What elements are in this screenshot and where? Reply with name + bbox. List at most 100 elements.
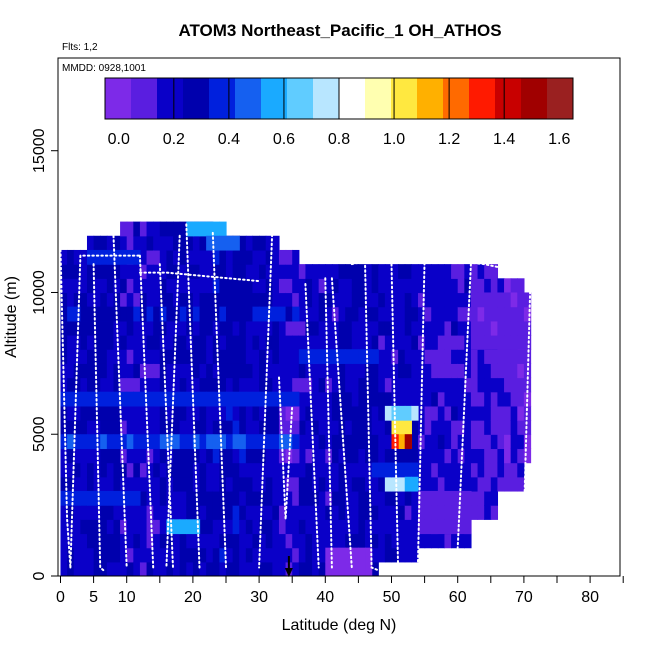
flight-track <box>69 254 141 569</box>
heatmap-cell <box>265 335 273 350</box>
heatmap-cell <box>272 405 280 421</box>
heatmap-cell <box>80 405 88 421</box>
heatmap-cell <box>166 519 174 535</box>
heatmap-cell <box>298 377 307 393</box>
heatmap-cell <box>86 363 95 379</box>
heatmap-cell <box>126 235 134 251</box>
heatmap-cell <box>86 391 95 407</box>
heatmap-cell <box>73 476 81 492</box>
heatmap-cell <box>497 476 505 492</box>
heatmap-cell <box>199 490 207 506</box>
heatmap-cell <box>113 292 121 308</box>
heatmap-cell <box>159 434 168 450</box>
colorbar: 0.0 0.2 0.4 0.6 0.8 1.0 1.2 1.4 1.6 <box>104 77 574 148</box>
heatmap-cell <box>159 405 168 421</box>
heatmap-cell <box>484 349 492 364</box>
colorbar-frame <box>104 77 574 120</box>
heatmap-cell <box>384 391 393 407</box>
heatmap-cell <box>490 448 499 464</box>
heatmap-cell <box>199 405 207 421</box>
heatmap-cell <box>179 533 187 549</box>
heatmap-cell <box>451 505 459 520</box>
heatmap-cell <box>292 448 300 464</box>
heatmap-cell <box>219 519 227 535</box>
heatmap-cell <box>259 363 267 379</box>
heatmap-cell <box>80 490 88 506</box>
heatmap-cell <box>265 349 273 364</box>
colorbar-tick-label: 0.6 <box>273 131 295 148</box>
heatmap-cell <box>252 519 260 535</box>
heatmap-cell <box>417 320 426 336</box>
heatmap-cell <box>159 490 168 506</box>
heatmap-cell <box>226 420 234 435</box>
heatmap-cell <box>398 363 406 379</box>
heatmap-cell <box>173 533 181 549</box>
heatmap-cell <box>411 391 419 407</box>
heatmap-cell <box>345 561 353 576</box>
colorbar-swatch <box>417 78 444 119</box>
heatmap-cell <box>146 561 154 576</box>
heatmap-cell <box>206 490 214 506</box>
heatmap-cell <box>192 306 201 322</box>
heatmap-cell <box>305 306 313 322</box>
heatmap-cell <box>259 320 267 336</box>
heatmap-cell <box>298 278 307 294</box>
heatmap-cell <box>484 292 492 308</box>
heatmap-cell <box>126 448 134 464</box>
heatmap-cell <box>484 434 492 450</box>
heatmap-cell <box>345 335 353 350</box>
heatmap-cell <box>133 363 141 379</box>
heatmap-cell <box>470 476 479 492</box>
heatmap-cell <box>232 505 240 520</box>
heatmap-cell <box>312 519 320 535</box>
heatmap-cell <box>331 349 340 364</box>
heatmap-cell <box>331 547 340 563</box>
heatmap-cell <box>417 306 426 322</box>
heatmap-cell <box>186 249 194 265</box>
heatmap-cell <box>470 292 479 308</box>
heatmap-cell <box>206 377 214 393</box>
heatmap-cell <box>424 519 432 535</box>
heatmap-cell <box>100 349 108 364</box>
heatmap-cell <box>470 335 479 350</box>
heatmap-cell <box>411 476 419 492</box>
heatmap-cell <box>371 519 379 535</box>
heatmap-cell <box>259 377 267 393</box>
heatmap-cell <box>113 462 121 478</box>
heatmap-cell <box>457 335 465 350</box>
heatmap-cell <box>292 462 300 478</box>
heatmap-cell <box>292 391 300 407</box>
flight-track <box>158 263 174 569</box>
heatmap-cell <box>252 405 260 421</box>
heatmap-cell <box>113 349 121 364</box>
heatmap-cell <box>93 306 101 322</box>
heatmap-cell <box>305 391 313 407</box>
heatmap-cell <box>331 476 340 492</box>
heatmap-cell <box>259 405 267 421</box>
heatmap-cell <box>365 391 373 407</box>
heatmap-cell <box>166 335 174 350</box>
heatmap-cell <box>106 292 115 308</box>
heatmap-cell <box>133 405 141 421</box>
heatmap-cell <box>212 249 220 265</box>
heatmap-cell <box>232 490 240 506</box>
colorbar-swatch <box>131 78 158 119</box>
heatmap-cell <box>73 264 81 279</box>
heatmap-cell <box>106 264 115 279</box>
heatmap-cell <box>285 320 293 336</box>
heatmap-cell <box>504 335 512 350</box>
heatmap-cell <box>497 363 505 379</box>
flight-track <box>138 254 155 569</box>
heatmap-cell <box>437 519 446 535</box>
heatmap-cell <box>239 462 247 478</box>
heatmap-cell <box>318 462 326 478</box>
heatmap-cell <box>345 448 353 464</box>
heatmap-cell <box>431 519 439 535</box>
heatmap-cell <box>384 363 393 379</box>
heatmap-cell <box>331 391 340 407</box>
heatmap-cell <box>477 405 485 421</box>
heatmap-cell <box>404 391 412 407</box>
heatmap-cell <box>166 264 174 279</box>
heatmap-cell <box>259 278 267 294</box>
heatmap-cell <box>378 391 386 407</box>
